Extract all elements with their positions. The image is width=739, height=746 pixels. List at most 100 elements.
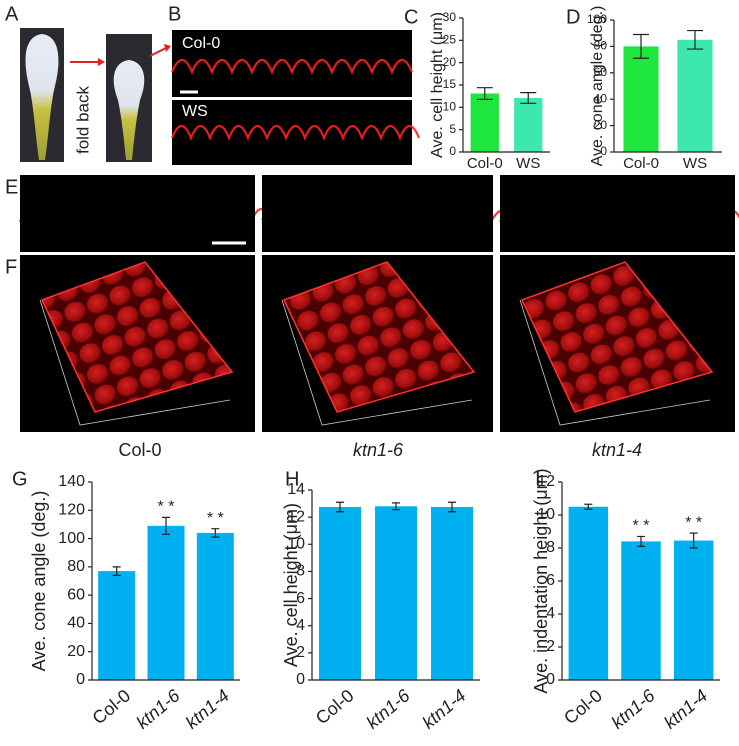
y-tick-label: 10 <box>287 536 305 553</box>
cell-outline <box>170 124 421 141</box>
y-tick-label: 4 <box>296 617 305 634</box>
y-tick-label: 15 <box>443 77 457 91</box>
x-tick-label: Col-0 <box>560 685 606 728</box>
bar <box>568 506 609 680</box>
x-tick-label: Col-0 <box>467 155 503 172</box>
error-bar <box>689 532 698 549</box>
micrograph <box>262 175 493 252</box>
y-tick-label: 14 <box>287 481 305 498</box>
y-tick-label: 0 <box>296 671 305 688</box>
y-tick-label: 25 <box>443 33 457 47</box>
bar <box>375 506 417 680</box>
y-tick-label: 140 <box>58 473 85 490</box>
y-axis-label: Ave. cone angle (deg.) <box>29 491 49 672</box>
y-tick-label: 80 <box>67 558 85 575</box>
x-tick-label: ktn1-6 <box>362 685 414 733</box>
panel-label: I <box>535 468 541 490</box>
render-label: ktn1-4 <box>592 440 642 460</box>
y-tick-label: 10 <box>537 506 555 523</box>
y-tick-label: 100 <box>587 12 607 26</box>
y-axis-label: Ave. cell height (μm) <box>429 12 446 158</box>
x-tick-label: Col-0 <box>312 685 358 728</box>
y-tick-label: 6 <box>546 572 555 589</box>
y-tick-label: 100 <box>58 530 85 547</box>
arrow-head <box>164 44 171 52</box>
cell-surface <box>520 261 714 413</box>
bar <box>319 506 361 680</box>
x-tick-label: ktn1-6 <box>132 685 184 733</box>
petal <box>25 34 59 160</box>
panel-label: C <box>404 6 418 28</box>
y-tick-label: 5 <box>449 122 456 136</box>
error-bar <box>637 535 645 547</box>
significance-mark: * * <box>633 518 650 535</box>
bar <box>196 532 234 680</box>
axis-frame <box>281 299 473 426</box>
x-tick-label: ktn1-4 <box>418 685 469 732</box>
petal <box>113 60 145 160</box>
x-tick-label: ktn1-4 <box>660 685 711 732</box>
bar <box>621 541 661 680</box>
x-tick-label: Col-0 <box>623 155 659 172</box>
fold-back-label: fold back <box>73 85 92 154</box>
y-tick-label: 4 <box>546 605 555 622</box>
error-bar <box>633 33 649 59</box>
error-bar <box>112 566 121 576</box>
x-tick-label: WS <box>516 155 540 172</box>
bar <box>673 540 714 680</box>
y-tick-label: 6 <box>296 590 305 607</box>
y-tick-label: 0 <box>449 144 456 158</box>
y-tick-label: 12 <box>287 508 305 525</box>
error-bar <box>336 501 344 513</box>
y-tick-label: 20 <box>67 643 85 660</box>
x-tick-label: Col-0 <box>88 685 134 728</box>
error-bar <box>687 29 703 50</box>
panel-label: F <box>5 256 17 278</box>
bar <box>514 97 543 152</box>
y-tick-label: 120 <box>58 502 85 519</box>
bar <box>623 46 659 152</box>
significance-mark: * * <box>207 510 224 527</box>
panel-label: G <box>12 468 28 490</box>
y-tick-label: 40 <box>594 91 608 105</box>
y-tick-label: 80 <box>594 39 608 53</box>
error-bar <box>392 502 400 511</box>
bar <box>470 93 499 152</box>
y-tick-label: 8 <box>296 563 305 580</box>
y-tick-label: 10 <box>443 100 457 114</box>
y-tick-label: 20 <box>594 118 608 132</box>
y-tick-label: 30 <box>443 10 457 24</box>
bar <box>431 506 473 680</box>
error-bar <box>520 91 537 104</box>
y-tick-label: 2 <box>546 638 555 655</box>
cell-outline <box>170 58 414 75</box>
error-bar <box>448 501 456 513</box>
y-axis-label: Ave. cell height (μm) <box>281 503 301 667</box>
arrow <box>149 47 167 57</box>
bar <box>98 571 136 680</box>
bar <box>147 525 185 680</box>
axis-frame <box>39 299 231 426</box>
panel-label: B <box>168 3 181 25</box>
y-axis-label: Ave. indentation height (μm) <box>531 468 551 693</box>
micrograph <box>20 175 255 252</box>
micrograph <box>172 30 412 97</box>
micrograph <box>500 175 735 252</box>
y-tick-label: 2 <box>296 644 305 661</box>
axis-frame <box>519 299 711 426</box>
render-label: ktn1-6 <box>353 440 404 460</box>
cell-surface <box>40 261 234 413</box>
error-bar <box>211 528 220 538</box>
panel-label: H <box>285 468 299 490</box>
error-bar <box>162 516 170 535</box>
y-tick-label: 20 <box>443 55 457 69</box>
y-tick-label: 40 <box>67 615 85 632</box>
panel-label: D <box>566 6 580 28</box>
x-tick-label: WS <box>683 155 707 172</box>
y-axis-label: Ave. cone angle (deg.) <box>589 6 606 167</box>
y-tick-label: 0 <box>600 144 607 158</box>
y-tick-label: 12 <box>537 473 555 490</box>
error-bar <box>476 87 493 100</box>
micrograph-label: WS <box>182 103 208 120</box>
